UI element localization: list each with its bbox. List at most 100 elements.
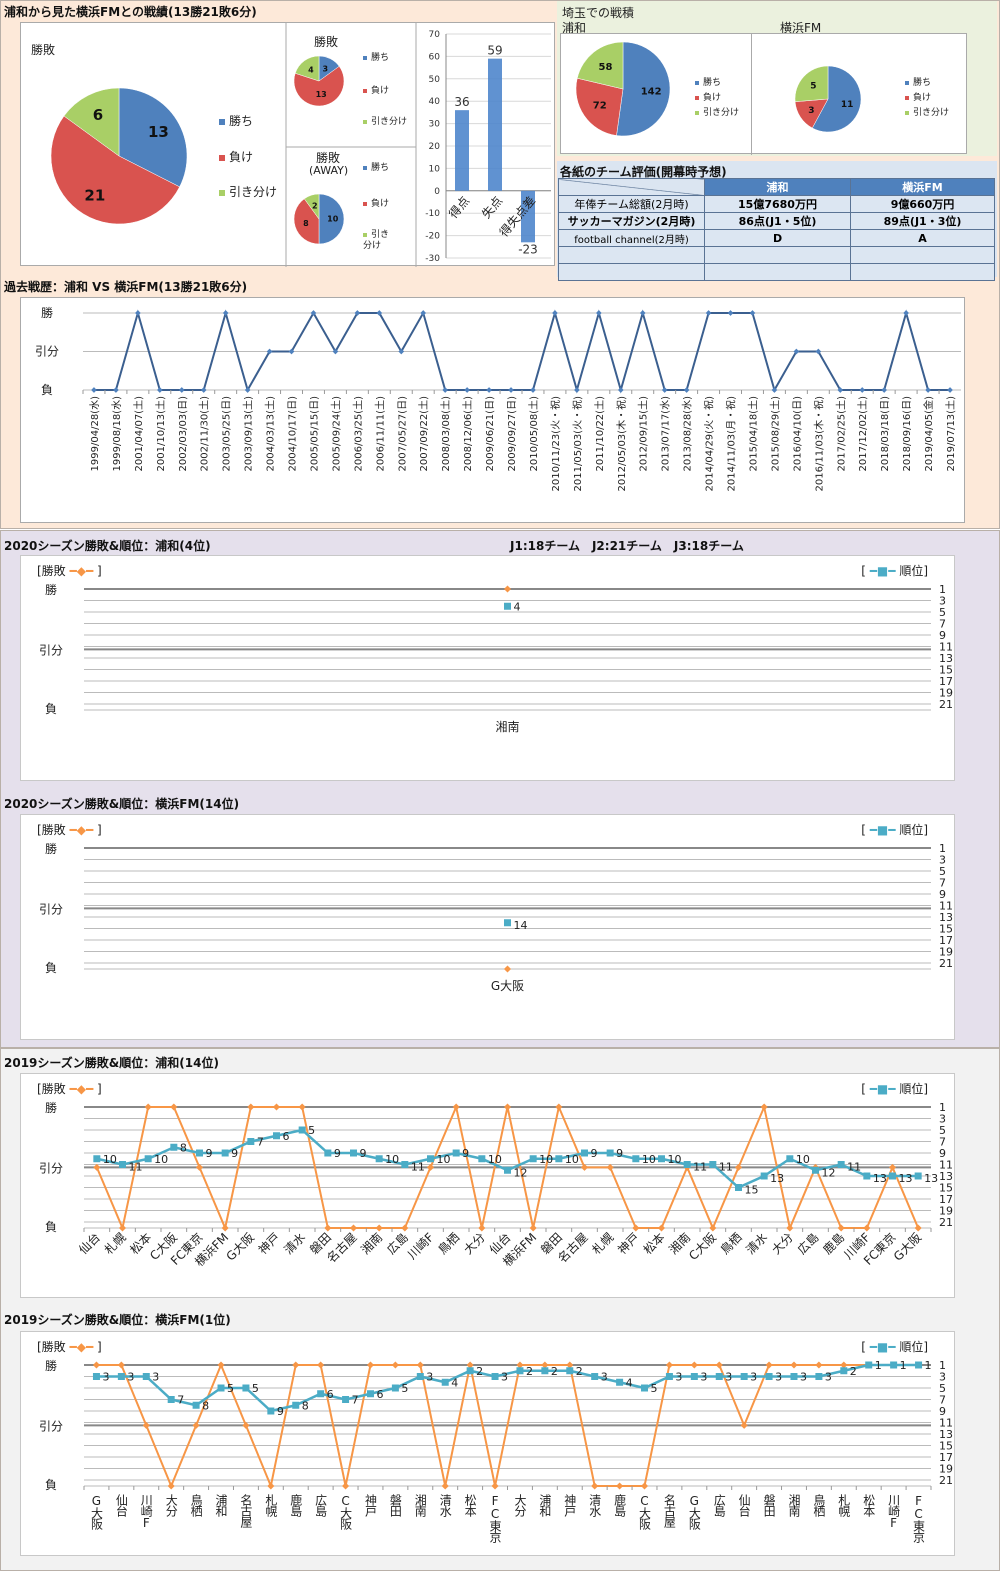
pie-data-label: 2 [312, 202, 318, 211]
rank-point [709, 1161, 717, 1168]
x-tick-label: 2007/05/27(日) [397, 396, 408, 472]
x-tick-label: 神戸 [615, 1230, 642, 1257]
y-label: 引分 [39, 902, 63, 916]
rank-point [914, 1172, 922, 1180]
x-tick-label: 仙台 [737, 1494, 751, 1517]
rank-point [812, 1166, 819, 1174]
pie-data-label: 8 [303, 219, 309, 228]
history-chart: 勝引分負 1999/04/28(水) 1999/08/18(水) 2001/04/07… [20, 297, 965, 523]
rank-point [837, 1161, 845, 1168]
rank-data-label: 12 [822, 1166, 836, 1179]
result-point [491, 1482, 499, 1490]
rank-point [267, 1407, 275, 1415]
rank-point [466, 1367, 474, 1375]
rank-tick-label: 15 [939, 1182, 953, 1195]
row-label: 年俸チーム総額(2月時) [558, 195, 705, 213]
data-point [793, 348, 800, 355]
pie-data-label: 72 [593, 100, 607, 111]
cell: 86点(J1・5位) [703, 212, 852, 230]
rank-data-label: 2 [526, 1365, 533, 1378]
x-tick-label: 2012/05/03(木・祝) [615, 396, 628, 492]
rank-data-label: 3 [800, 1371, 807, 1384]
x-tick-label: 川崎F [887, 1494, 901, 1529]
pie-slice-loss [293, 198, 320, 245]
y-label: 負 [45, 702, 57, 716]
pie-data-label: 58 [599, 62, 613, 73]
rank-tick-label: 9 [939, 1405, 946, 1418]
result-point [555, 1103, 563, 1111]
x-tick-label: 2014/11/03(月・祝) [725, 396, 738, 492]
rank-point [641, 1384, 649, 1392]
rank-point [606, 1149, 614, 1157]
x-tick-label: G大阪 [223, 1230, 256, 1263]
pie-slice-draw [576, 41, 624, 90]
result-point [863, 1224, 871, 1232]
rank-tick-label: 9 [939, 629, 946, 642]
x-tick-label: 磐田 [762, 1494, 776, 1517]
rank-data-label: 11 [847, 1161, 861, 1174]
result-point [272, 1103, 281, 1111]
rank-tick-label: 17 [939, 934, 953, 947]
x-tick-label: 2008/03/08(土) [439, 396, 452, 472]
x-tick-label: 鹿島 [289, 1493, 303, 1518]
category-label: 失点 [478, 193, 505, 221]
legend-rank-label: 順位] [899, 823, 928, 837]
table-row: football channel(2月時) D A [558, 229, 995, 247]
data-point [661, 387, 668, 393]
rank-data-label: 11 [411, 1161, 425, 1174]
data-point [771, 387, 778, 393]
cell [558, 263, 705, 281]
rank-data-label: 8 [202, 1399, 209, 1412]
rank-data-label: 7 [177, 1394, 184, 1407]
rank-data-label: 3 [152, 1371, 159, 1384]
pie-data-label: 13 [148, 123, 169, 141]
rank-data-label: 2 [576, 1365, 583, 1378]
x-tick-label: G大阪 [891, 1230, 924, 1263]
x-tick-label: G大阪 [491, 979, 524, 993]
x-tick-label: 広島 [794, 1230, 822, 1258]
rank-data-label: 8 [302, 1399, 309, 1412]
rank-data-label: 10 [385, 1153, 399, 1166]
rank-tick-label: 15 [939, 923, 953, 936]
x-tick-label: 札幌 [101, 1230, 129, 1258]
y-tick-label: -30 [425, 254, 440, 264]
y-label: 負 [45, 961, 57, 975]
table-row [558, 246, 995, 264]
pie-data-label: 13 [316, 90, 327, 99]
x-tick-label: 磐田 [388, 1494, 402, 1517]
x-tick-label: 広島 [314, 1494, 328, 1518]
overall-charts-svg: 13 21 6 3 13 4 10 82 70 60 50 40 30 20 10 0 -10 -20 -30 36 得… [50, 23, 551, 267]
rank-data-label: 6 [283, 1130, 290, 1143]
pie-slice-win [616, 41, 671, 137]
x-tick-label: 2004/03/13(土) [264, 396, 277, 472]
legend-result: [勝敗 ━◆━ ] [37, 823, 102, 837]
legend-win: 勝ち [219, 112, 253, 129]
result-point [441, 1482, 449, 1490]
result-point [715, 1361, 723, 1369]
ratings-table: 浦和 横浜FM 年俸チーム総額(2月時) 15億7680万円 9億660万円 サ… [558, 178, 995, 281]
rank-point [566, 1367, 574, 1375]
x-tick-label: 2001/10/13(土) [154, 396, 167, 472]
x-tick-label: 鹿島 [613, 1493, 627, 1518]
legend-win: 勝ち [363, 160, 389, 173]
result-point [292, 1361, 300, 1369]
x-tick-label: 広島 [712, 1494, 726, 1518]
x-tick-label: 2016/11/03(木・祝) [812, 396, 825, 492]
x-tick-label: FC東京 [488, 1494, 502, 1544]
legend-result-label: [勝敗 [37, 823, 66, 837]
y-label: 引分 [39, 643, 63, 657]
bar [455, 110, 469, 191]
data-point [749, 310, 756, 316]
rank-tick-label: 3 [939, 595, 946, 608]
x-tick-label: 清水 [438, 1494, 452, 1517]
result-point [342, 1482, 350, 1490]
rank-point [196, 1149, 203, 1157]
result-point [709, 1224, 717, 1232]
cell: D [703, 229, 852, 247]
x-tick-label: 清水 [281, 1230, 308, 1257]
legend-loss-label: 負け [703, 93, 722, 103]
cell: 89点(J1・3位) [850, 212, 995, 230]
rank-point [760, 1172, 768, 1180]
x-tick-label: C大阪 [638, 1494, 652, 1531]
cell [850, 263, 995, 281]
